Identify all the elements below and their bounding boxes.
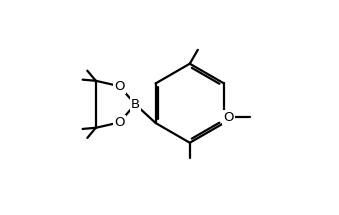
Text: O: O [114,116,124,129]
Text: B: B [131,98,140,111]
Text: O: O [223,111,234,124]
Text: O: O [114,80,124,93]
